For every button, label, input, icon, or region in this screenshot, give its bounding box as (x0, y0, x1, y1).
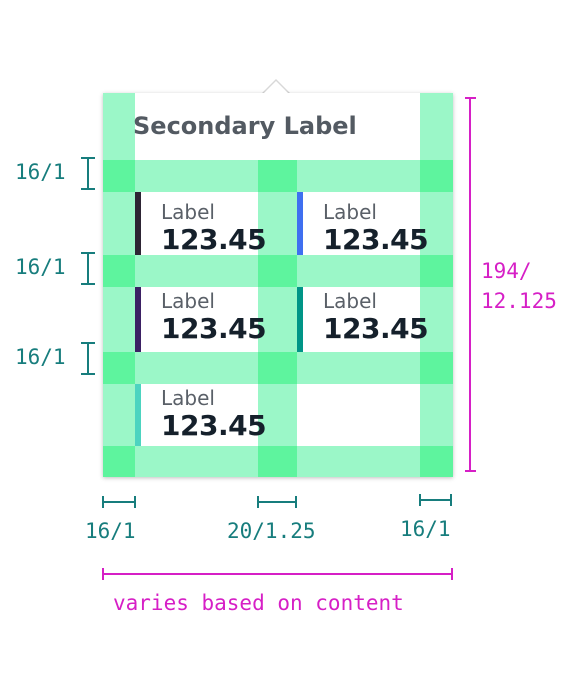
band-intersection (258, 255, 297, 287)
item-label: Label (161, 386, 215, 410)
row-gap-label: 16/1 (15, 345, 66, 369)
series-color-swatch (297, 287, 303, 352)
height-label-line1: 194/ (481, 259, 532, 283)
band-intersection (420, 352, 453, 384)
column-gap-band (258, 160, 297, 477)
row-gap-bracket (81, 342, 95, 375)
band-intersection (258, 446, 297, 477)
width-bracket (102, 568, 453, 580)
row-gap-bracket (81, 157, 95, 190)
band-intersection (420, 160, 453, 192)
height-bracket (465, 97, 476, 472)
row-gap-label: 16/1 (15, 255, 66, 279)
item-value: 123.45 (161, 223, 267, 256)
tooltip-title: Secondary Label (133, 112, 357, 140)
item-label: Label (161, 200, 215, 224)
left-padding-label: 16/1 (85, 519, 136, 543)
padding-bracket (419, 494, 452, 506)
band-intersection (103, 255, 135, 287)
item-label: Label (323, 289, 377, 313)
item-value: 123.45 (323, 223, 429, 256)
series-color-swatch (135, 287, 141, 352)
width-note: varies based on content (113, 591, 404, 615)
right-padding-label: 16/1 (400, 517, 451, 541)
item-value: 123.45 (161, 312, 267, 345)
item-label: Label (323, 200, 377, 224)
item-value: 123.45 (323, 312, 429, 345)
band-intersection (258, 352, 297, 384)
item-value: 123.45 (161, 409, 267, 442)
tooltip-caret-fill (264, 81, 288, 93)
series-color-swatch (297, 192, 303, 255)
band-intersection (103, 160, 135, 192)
height-label-line2: 12.125 (481, 289, 557, 313)
series-color-swatch (135, 384, 141, 446)
series-color-swatch (135, 192, 141, 255)
item-label: Label (161, 289, 215, 313)
column-gap-bracket (257, 496, 297, 508)
band-intersection (420, 446, 453, 477)
column-gap-label: 20/1.25 (227, 519, 316, 543)
row-gap-label: 16/1 (15, 160, 66, 184)
band-intersection (103, 352, 135, 384)
band-intersection (258, 160, 297, 192)
band-intersection (103, 446, 135, 477)
padding-bracket (102, 496, 136, 508)
band-intersection (420, 255, 453, 287)
row-gap-bracket (81, 252, 95, 285)
